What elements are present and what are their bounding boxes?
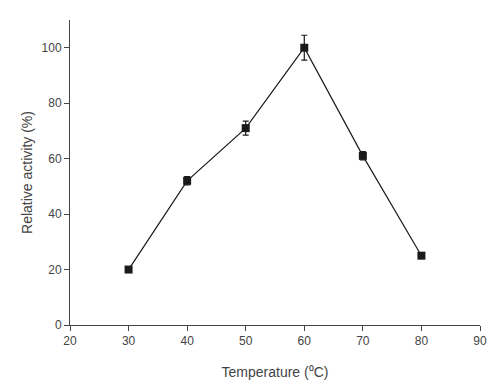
svg-text:90: 90	[473, 334, 487, 348]
svg-text:30: 30	[122, 334, 136, 348]
svg-text:0: 0	[55, 318, 62, 332]
svg-text:Temperature (⁰C): Temperature (⁰C)	[222, 364, 329, 380]
svg-text:20: 20	[48, 263, 62, 277]
svg-text:70: 70	[356, 334, 370, 348]
svg-text:80: 80	[415, 334, 429, 348]
svg-text:20: 20	[63, 334, 77, 348]
svg-text:40: 40	[48, 207, 62, 221]
svg-text:50: 50	[239, 334, 253, 348]
svg-text:80: 80	[48, 96, 62, 110]
svg-text:40: 40	[180, 334, 194, 348]
svg-text:Relative activity (%): Relative activity (%)	[19, 111, 35, 234]
svg-text:60: 60	[48, 152, 62, 166]
svg-text:100: 100	[42, 41, 62, 55]
svg-text:60: 60	[298, 334, 312, 348]
